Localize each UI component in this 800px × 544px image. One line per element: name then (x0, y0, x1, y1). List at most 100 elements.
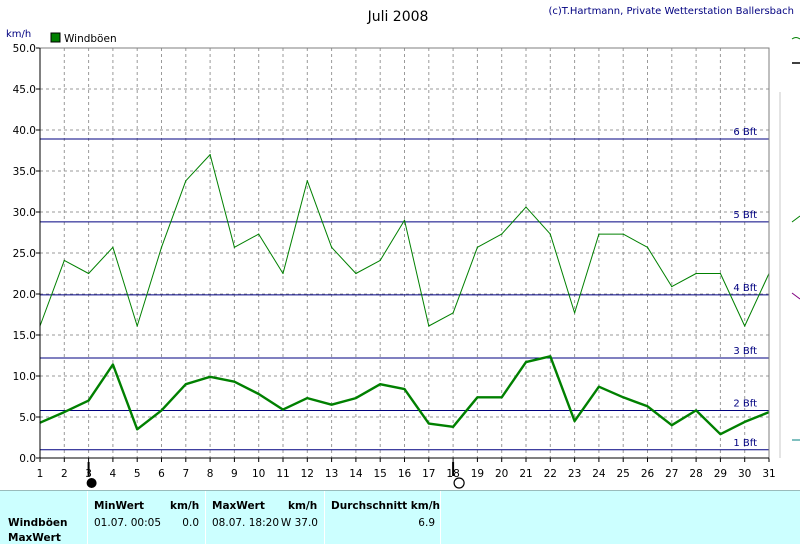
row-label-windboeen: Windböen (8, 517, 68, 529)
x-tick-label: 2 (61, 468, 68, 480)
data-point (355, 272, 357, 275)
x-tick-label: 19 (471, 468, 484, 480)
y-axis-label: km/h (6, 29, 31, 40)
data-point (744, 421, 746, 423)
x-tick-label: 21 (519, 468, 532, 480)
chart-title: Juli 2008 (367, 9, 429, 25)
data-point (646, 405, 649, 407)
data-point (622, 233, 624, 235)
x-tick-label: 25 (617, 468, 630, 480)
x-tick-label: 20 (495, 468, 508, 480)
data-point (695, 409, 697, 412)
data-point (574, 312, 576, 314)
data-point (136, 325, 138, 327)
data-point (428, 422, 430, 425)
data-point (428, 325, 430, 327)
beaufort-lines: 1 Bft 2 Bft 3 Bft 4 Bft 5 Bft 6 Bft (40, 127, 769, 451)
x-tick-label: 29 (714, 468, 727, 480)
grid (40, 47, 769, 458)
separator (440, 491, 441, 544)
data-point (63, 259, 65, 261)
data-point (671, 424, 673, 426)
data-point (233, 381, 235, 383)
x-tick-label: 7 (182, 468, 189, 480)
beaufort-label: 5 Bft (733, 210, 757, 221)
legend-label: Windböen (64, 33, 117, 45)
data-point (476, 396, 478, 398)
x-tick-labels: 1234567891011121314151617181920212223242… (37, 468, 776, 480)
new-moon-icon (86, 478, 97, 488)
full-moon-icon (453, 477, 465, 489)
y-tick-label: 35.0 (13, 166, 36, 178)
x-tick-label: 23 (568, 468, 581, 480)
x-tick-label: 9 (231, 468, 238, 480)
max-unit: km/h (288, 500, 318, 512)
y-tick-label: 45.0 (13, 84, 36, 96)
x-tick-label: 15 (374, 468, 387, 480)
data-point (282, 409, 284, 411)
avg-value: 6.9 (418, 517, 435, 529)
data-point (574, 420, 576, 422)
max-header: MaxWert (212, 500, 265, 512)
x-tick-label: 27 (665, 468, 678, 480)
min-header: MinWert (94, 500, 145, 512)
y-tick-label: 0.0 (19, 453, 36, 465)
legend-swatch (50, 32, 61, 43)
data-point (476, 246, 478, 248)
x-tick-label: 31 (762, 468, 775, 480)
data-point (306, 397, 308, 399)
y-tick-label: 5.0 (19, 412, 36, 424)
data-point (501, 233, 503, 235)
separator (205, 491, 206, 544)
data-point (598, 233, 600, 235)
data-point (379, 259, 381, 261)
x-tick-label: 14 (349, 468, 363, 480)
data-point (306, 180, 308, 182)
data-point (185, 383, 187, 385)
data-point (452, 312, 454, 314)
beaufort-label: 3 Bft (733, 346, 757, 357)
chart-credit: (c)T.Hartmann, Private Wetterstation Bal… (548, 6, 794, 17)
data-point (233, 246, 235, 248)
x-tick-label: 11 (276, 468, 289, 480)
x-tick-label: 4 (110, 468, 117, 480)
data-point (209, 154, 211, 156)
edge-mark (791, 215, 800, 223)
wind-chart: Juli 2008 (c)T.Hartmann, Private Wetters… (6, 6, 800, 489)
x-tick-label: 24 (592, 468, 606, 480)
right-edge-decoration (779, 37, 800, 458)
data-point (525, 206, 527, 208)
stats-panel: Windböen MaxWert MinWert km/h 01.07. 00:… (0, 490, 800, 544)
data-point (719, 433, 722, 435)
x-tick-label: 28 (689, 468, 702, 480)
x-tick-label: 26 (641, 468, 655, 480)
data-point (403, 388, 406, 390)
x-tick-label: 10 (252, 468, 265, 480)
x-tick-label: 8 (207, 468, 214, 480)
separator (87, 491, 88, 544)
y-tick-label: 50.0 (13, 43, 36, 55)
data-point (355, 397, 357, 399)
max-value: W 37.0 (280, 517, 318, 529)
data-point (160, 246, 163, 248)
edge-mark (791, 292, 800, 300)
moon-markers (86, 462, 465, 489)
x-tick-label: 16 (398, 468, 412, 480)
x-tick-label: 6 (158, 468, 165, 480)
data-point (112, 246, 114, 248)
data-point (331, 404, 333, 406)
data-point (695, 272, 697, 275)
x-tick-label: 12 (301, 468, 314, 480)
y-tick-label: 20.0 (13, 289, 36, 301)
edge-mark (791, 37, 800, 40)
data-point (622, 396, 624, 398)
data-point (525, 361, 527, 363)
data-point (744, 325, 746, 327)
min-unit: km/h (170, 500, 200, 512)
data-point (452, 426, 454, 428)
x-tick-label: 5 (134, 468, 141, 480)
x-tick-label: 22 (544, 468, 557, 480)
axes (36, 47, 770, 462)
data-point (598, 386, 600, 388)
data-point (258, 393, 260, 395)
